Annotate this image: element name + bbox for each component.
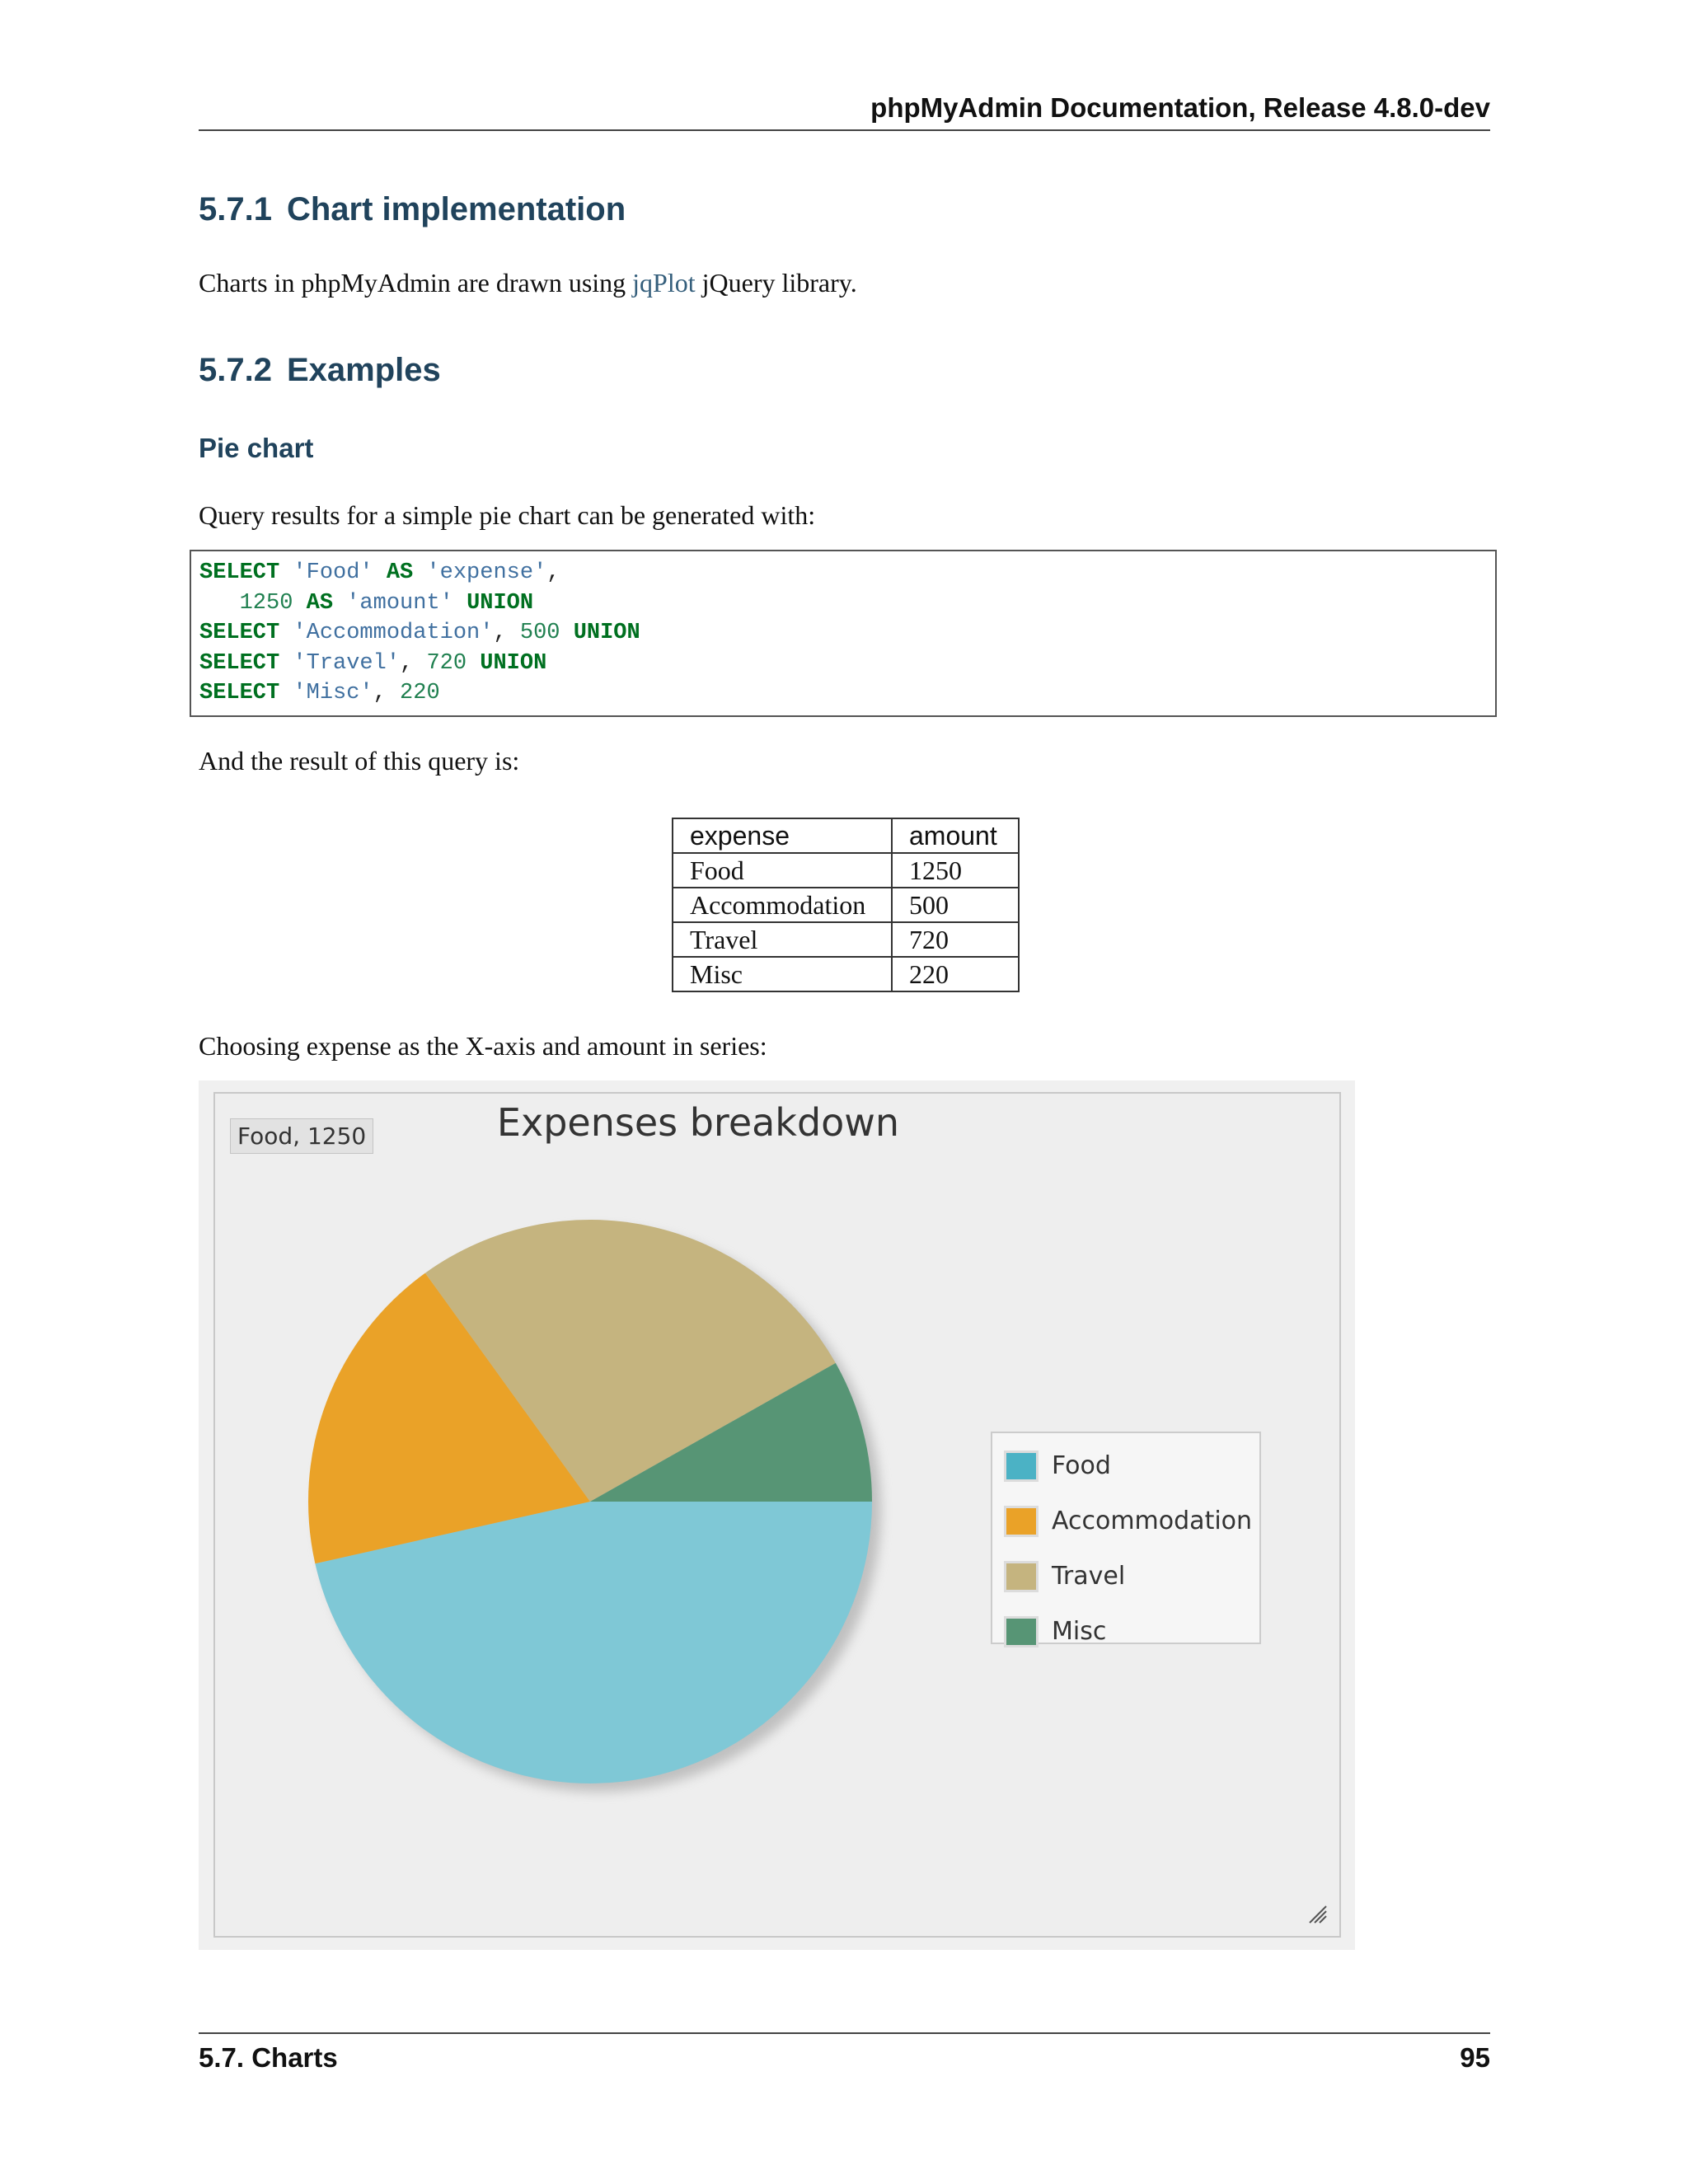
code-line: SELECT 'Accommodation', 500 UNION [199,621,640,645]
legend-item: Misc [1004,1604,1259,1659]
pie-slice-travel[interactable] [424,1219,836,1502]
table-header-cell: expense [672,818,893,854]
legend-label: Food [1052,1451,1111,1480]
header-rule [199,129,1490,131]
legend-swatch [1004,1615,1039,1647]
table-cell: Food [672,852,893,888]
table-cell: Accommodation [672,887,893,923]
table-cell: Misc [672,956,893,992]
table-cell: 500 [891,887,1020,923]
resize-handle-icon[interactable] [1306,1903,1328,1924]
chart-tooltip: Food, 1250 [230,1118,374,1154]
section-title: Examples [286,352,441,388]
chart-legend: Food Accommodation Travel Misc [991,1432,1261,1647]
chart-panel: Food, 1250 Expenses breakdown Food Accom… [213,1092,1341,1938]
section-number: 5.7.2 [199,352,272,388]
pie-slices [308,1219,872,1783]
table-header-cell: amount [891,818,1020,854]
legend-label: Travel [1052,1562,1126,1591]
section-title: Chart implementation [286,191,626,227]
pie-slice-misc[interactable] [590,1362,872,1502]
chart-title: Expenses breakdown [496,1100,900,1145]
page-number: 95 [1460,2042,1490,2073]
table-row: Travel 720 [672,921,1020,958]
subsection-heading-pie-chart: Pie chart [199,433,314,463]
legend-swatch [1004,1505,1039,1537]
legend-label: Misc [1052,1617,1107,1646]
footer-rule [199,2032,1490,2034]
table-cell: 220 [891,956,1020,992]
legend-item: Accommodation [1004,1493,1259,1549]
section-heading-chart-implementation: 5.7.1 Chart implementation [199,191,626,228]
legend-item: Travel [1004,1549,1259,1604]
table-row: Accommodation 500 [672,887,1020,923]
table-cell: 1250 [891,852,1020,888]
jqplot-link[interactable]: jqPlot [632,268,696,298]
result-table: expense amount Food 1250 Accommodation 5… [672,818,1020,992]
table-header-row: expense amount [672,818,1020,854]
pie-slice-accommodation[interactable] [308,1272,590,1564]
pie-chart [308,1219,881,1792]
section-number: 5.7.1 [199,191,272,227]
axis-intro: Choosing expense as the X-axis and amoun… [199,1031,767,1061]
legend-label: Accommodation [1052,1507,1253,1535]
code-line: SELECT 'Misc', 220 [199,681,440,705]
table-cell: 720 [891,921,1020,958]
chart-screenshot: Food, 1250 Expenses breakdown Food Accom… [199,1080,1355,1950]
intro-text: Charts in phpMyAdmin are drawn using [199,268,633,298]
code-line: 1250 AS 'amount' UNION [239,590,534,616]
section-heading-examples: 5.7.2 Examples [199,352,441,389]
table-cell: Travel [672,921,893,958]
legend-swatch [1004,1450,1039,1482]
intro-text-end: jQuery library. [695,268,857,298]
table-row: Misc 220 [672,956,1020,992]
footer-section-label: 5.7. Charts [199,2042,338,2073]
code-line: SELECT 'Food' AS 'expense', [199,560,560,585]
legend-swatch [1004,1560,1039,1592]
code-line: SELECT 'Travel', 720 UNION [199,650,547,676]
intro-paragraph: Charts in phpMyAdmin are drawn using jqP… [199,268,857,298]
table-row: Food 1250 [672,852,1020,888]
page-header-title: phpMyAdmin Documentation, Release 4.8.0-… [870,92,1490,123]
result-intro: And the result of this query is: [199,746,520,776]
sql-code-block: SELECT 'Food' AS 'expense', 1250 AS 'amo… [190,550,1497,717]
legend-item: Food [1004,1438,1259,1493]
pie-slice-food[interactable] [315,1502,872,1783]
query-intro: Query results for a simple pie chart can… [199,500,816,530]
